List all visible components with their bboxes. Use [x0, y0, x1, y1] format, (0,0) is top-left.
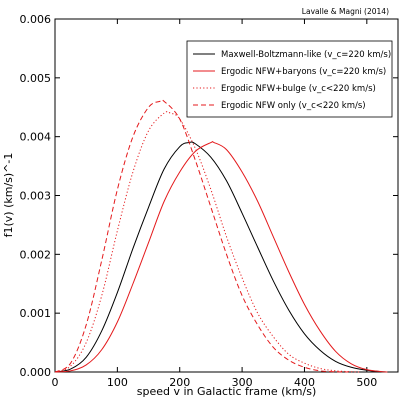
- y-tick-label: 0.005: [20, 72, 52, 85]
- x-tick-label: 300: [232, 376, 253, 389]
- x-tick-label: 200: [169, 376, 190, 389]
- y-tick-label: 0.001: [20, 307, 52, 320]
- y-tick-label: 0.003: [20, 190, 52, 203]
- legend-label-2: Ergodic NFW+bulge (v_c<220 km/s): [221, 84, 376, 94]
- series-line-1: [54, 141, 388, 373]
- x-tick-label: 500: [356, 376, 377, 389]
- series-line-0: [54, 141, 388, 373]
- y-tick-label: 0.006: [20, 13, 52, 26]
- y-tick-label: 0.002: [20, 248, 52, 261]
- legend-label-1: Ergodic NFW+baryons (v_c=220 km/s): [221, 67, 386, 77]
- series-line-3: [54, 99, 349, 373]
- legend-label-0: Maxwell-Boltzmann-like (v_c=220 km/s): [221, 50, 391, 60]
- legend: Maxwell-Boltzmann-like (v_c=220 km/s) Erg…: [186, 40, 393, 118]
- y-tick-label: 0.000: [20, 366, 52, 379]
- y-axis-label: f1(v) (km/s)^-1: [2, 153, 15, 238]
- x-tick-label: 0: [52, 376, 59, 389]
- y-tick-label: 0.004: [20, 131, 52, 144]
- legend-label-3: Ergodic NFW only (v_c<220 km/s): [221, 101, 366, 111]
- chart-credit: Lavalle & Magni (2014): [302, 7, 389, 16]
- x-tick-label: 400: [294, 376, 315, 389]
- x-tick-label: 100: [107, 376, 128, 389]
- series-line-2: [54, 111, 361, 373]
- legend-box: [186, 40, 393, 118]
- x-axis-label: speed v in Galactic frame (km/s): [137, 385, 317, 398]
- series-lines: [54, 99, 388, 373]
